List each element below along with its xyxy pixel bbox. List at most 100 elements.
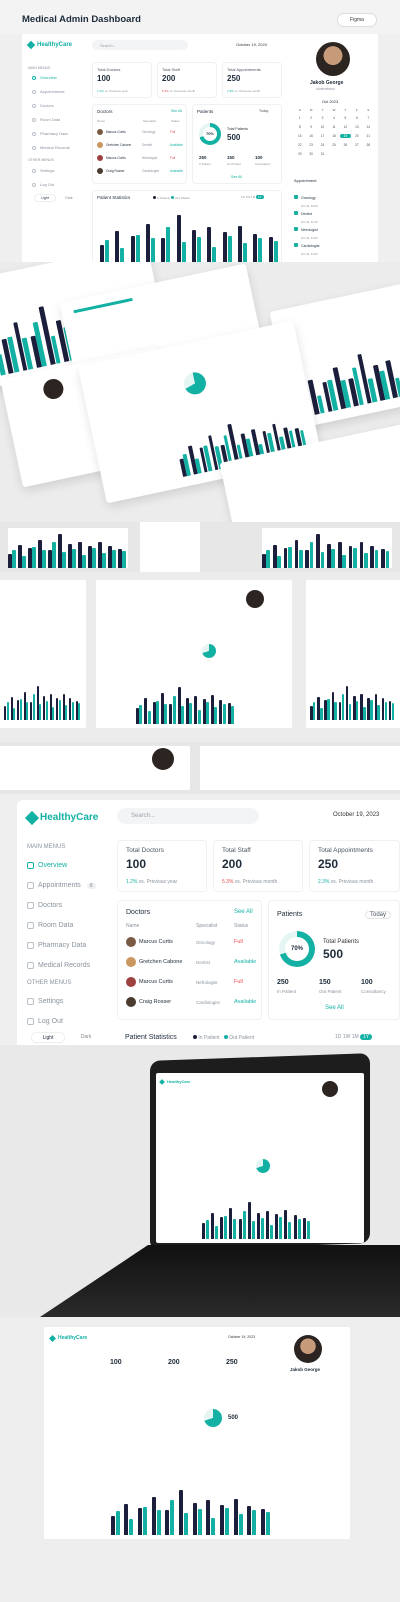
calendar-day[interactable]: 10	[320, 125, 325, 129]
calendar-day[interactable]: 27	[355, 143, 359, 147]
menu-overview[interactable]: Overview	[27, 862, 67, 869]
out-patient-bar	[258, 238, 263, 262]
range-selector[interactable]: 1D 1W 1M 1Y	[335, 1034, 373, 1040]
theme-dark-toggle[interactable]: Dark	[80, 1034, 92, 1040]
calendar-day[interactable]: 15	[297, 134, 302, 138]
patients-see-all[interactable]: See All	[231, 175, 242, 179]
appointment-item[interactable]: Cardiologist Oct 19, 14:00	[294, 234, 374, 256]
appointment-item[interactable]: Oncology Oct 19, 10:00	[294, 186, 374, 208]
calendar-day[interactable]: 1	[298, 116, 301, 120]
preview-bar	[262, 553, 266, 568]
calendar-day[interactable]: 28	[366, 143, 371, 147]
preview-bar	[12, 550, 16, 568]
calendar-grid[interactable]: S M T W T F S 1 2 3 4 5 6 7 8 9 10 11 12 13 14 15 16 17 18 19 20 21…	[294, 108, 374, 164]
calendar-day[interactable]: 30	[309, 152, 313, 156]
calendar-day[interactable]: 8	[298, 125, 301, 129]
calendar-day[interactable]: 4	[333, 116, 335, 120]
doctors-see-all[interactable]: See All	[171, 109, 182, 113]
calendar-day[interactable]: 17	[320, 134, 325, 138]
calendar-day[interactable]: 13	[355, 125, 359, 129]
table-row[interactable]: Marcus Curtis Oncology Full	[97, 129, 175, 135]
menu-logout[interactable]: Log Out	[32, 182, 54, 187]
calendar-day[interactable]: 26	[343, 143, 348, 147]
calendar-day[interactable]: 7	[367, 116, 370, 120]
calendar-day[interactable]: 19	[339, 134, 352, 138]
table-row[interactable]: Gretchen Cabone Dentist Available	[97, 142, 183, 148]
menu-pharmacy-data[interactable]: Pharmacy Data	[27, 942, 86, 949]
in-patient-bar	[222, 232, 227, 262]
preview-bar	[28, 548, 32, 568]
appointment-list: Oncology Oct 19, 10:00 Dentist Oct 19, 11:3…	[294, 186, 374, 256]
patients-filter[interactable]: Today	[365, 911, 392, 919]
table-row[interactable]: Marcus Curtis Nefrologist Full	[97, 155, 175, 161]
theme-dark-toggle[interactable]: Dark	[65, 196, 73, 200]
calendar-day[interactable]: 9	[310, 125, 313, 129]
calendar-day[interactable]: 29	[297, 152, 302, 156]
calendar-day[interactable]: 25	[332, 143, 336, 147]
range-selector[interactable]: 1D 1W 1M 1Y	[241, 195, 264, 199]
menu-overview[interactable]: Overview	[32, 75, 57, 80]
doctors-card: Doctors See All Name Specialist Status M…	[92, 104, 187, 184]
menu-appointments[interactable]: Appointments	[32, 89, 64, 94]
calendar-day[interactable]: 11	[332, 125, 336, 129]
preview-bar	[334, 701, 337, 720]
patients-filter[interactable]: Today	[259, 109, 269, 113]
doctors-see-all[interactable]: See All	[234, 909, 253, 915]
calendar-day[interactable]: 22	[297, 143, 302, 147]
calendar-day[interactable]: 24	[320, 143, 325, 147]
menu-doctors[interactable]: Doctors	[32, 103, 54, 108]
menu-medical-records[interactable]: Medical Records	[27, 962, 90, 969]
calendar-day[interactable]: 12	[343, 125, 348, 129]
in-patient-bar	[206, 1500, 211, 1535]
table-row[interactable]: Craig Rosser Cardiologist Available	[97, 168, 183, 174]
calendar-day[interactable]: 23	[309, 143, 313, 147]
menu-pharmacy-data[interactable]: Pharmacy Data	[32, 131, 68, 136]
main-menu-heading: MAIN MENUS	[28, 66, 51, 70]
in-patient-bar	[268, 237, 273, 262]
menu-settings[interactable]: Settings	[27, 998, 63, 1005]
preview-bar	[353, 696, 356, 720]
calendar-day[interactable]: 3	[321, 116, 324, 120]
preview-bar	[214, 707, 218, 724]
appointment-item[interactable]: Dentist Oct 19, 11:30	[294, 202, 374, 224]
search-input[interactable]: Search...	[92, 40, 188, 50]
doctors-title: Doctors	[126, 909, 151, 916]
preview-bar	[43, 696, 46, 720]
menu-room-data[interactable]: Room Data	[32, 117, 60, 122]
patients-see-all[interactable]: See All	[325, 1005, 344, 1011]
table-row[interactable]: Marcus Curtis Oncology Full	[126, 937, 243, 947]
calendar-day[interactable]: 18	[332, 134, 336, 138]
out-patient-bar	[233, 1218, 237, 1239]
menu-logout[interactable]: Log Out	[27, 1018, 63, 1025]
calendar-day[interactable]: 2	[310, 116, 313, 120]
preview-bar	[231, 705, 234, 724]
preview-bar	[62, 552, 66, 568]
table-row[interactable]: Craig Rosser Cardiologist Available	[126, 997, 256, 1007]
calendar-day[interactable]: 31	[320, 152, 325, 156]
menu-label: Overview	[38, 862, 68, 869]
calendar-day[interactable]: 16	[309, 134, 313, 138]
breakdown-label: Consultancy	[255, 162, 271, 166]
calendar-day[interactable]: 14	[366, 125, 371, 129]
menu-appointments[interactable]: Appointments 8	[27, 882, 96, 889]
table-row[interactable]: Marcus Curtis Nefrologist Full	[126, 977, 243, 987]
theme-light-toggle[interactable]: Light	[34, 194, 56, 202]
preview-bar	[266, 550, 271, 568]
calendar-day[interactable]: 20	[355, 134, 359, 138]
calendar-day[interactable]: 6	[355, 116, 358, 120]
menu-settings[interactable]: Settings	[32, 168, 54, 173]
preview-bar	[348, 545, 353, 568]
menu-medical-records[interactable]: Medical Records	[32, 145, 70, 150]
appointment-item[interactable]: Nefrologist Oct 19, 13:00	[294, 218, 374, 240]
preview-bar	[164, 703, 168, 724]
search-input-large[interactable]: Search...	[117, 808, 259, 824]
menu-room-data[interactable]: Room Data	[27, 922, 73, 929]
calendar-day[interactable]: 5	[344, 116, 347, 120]
table-row[interactable]: Gretchen Cabone Dentist Available	[126, 957, 256, 967]
profile-panel: Jakob George Administrator Oct 2023 S M T W…	[290, 34, 378, 262]
menu-doctors[interactable]: Doctors	[27, 902, 62, 909]
calendar-day[interactable]: 21	[366, 134, 371, 138]
other-menu-heading: OTHER MENUS	[27, 980, 72, 986]
theme-light-toggle[interactable]: Light	[31, 1032, 65, 1043]
total-patients-label: Total Patients	[323, 939, 360, 945]
